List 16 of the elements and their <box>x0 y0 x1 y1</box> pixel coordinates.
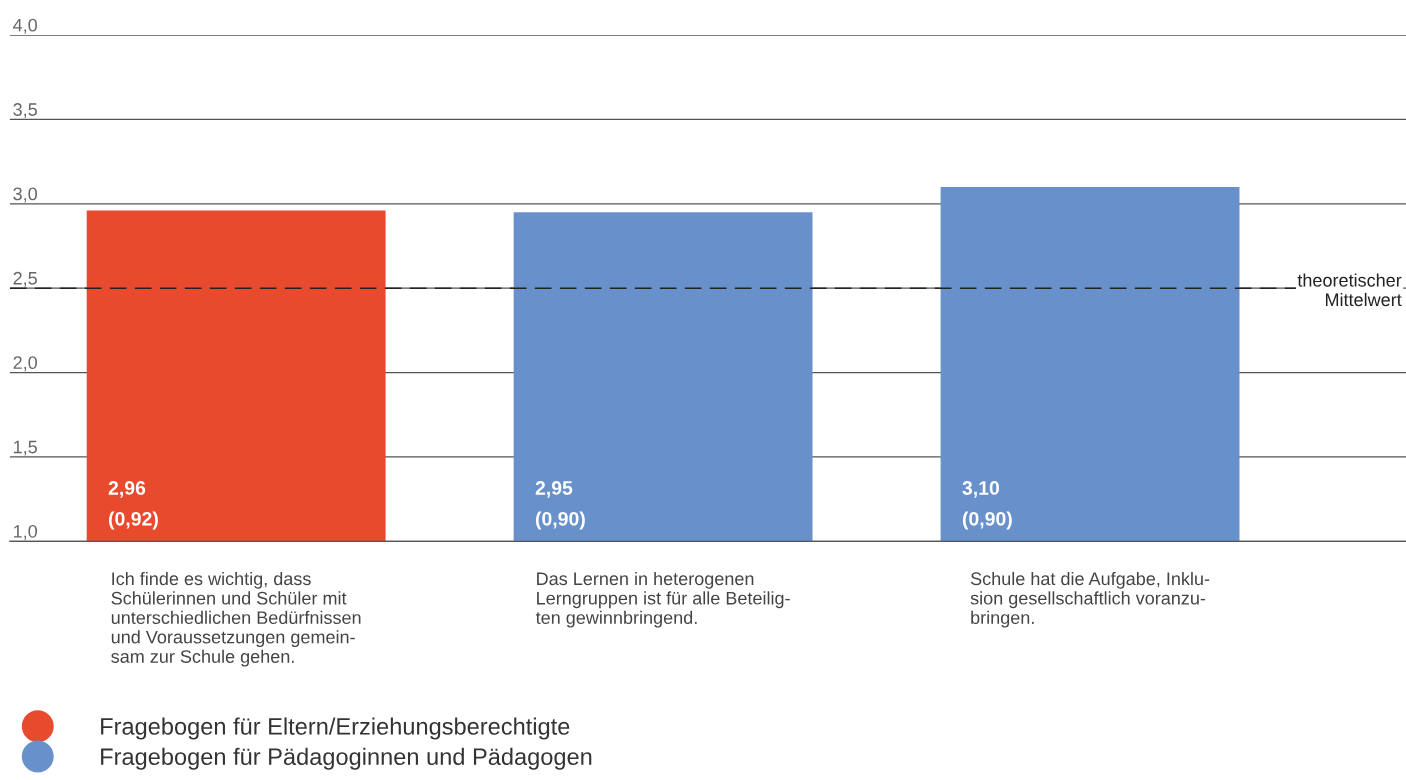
data-label: 3,10 (0,90) <box>962 481 1012 530</box>
legend-label: Fragebogen für Pädagoginnen und Pädagogen <box>101 747 592 770</box>
y-tick-label: 3,5 <box>13 103 37 119</box>
ref-line-label: theoretischer Mittelwert <box>1297 273 1402 307</box>
legend-label: Fragebogen für Eltern/Erziehungsberechtigte <box>101 717 570 740</box>
y-tick-label: 2,5 <box>13 271 37 287</box>
y-tick-label: 1,0 <box>14 524 38 540</box>
y-tick-label: 2,0 <box>13 356 38 372</box>
x-tick-label: Ich finde es wichtig, dass Schülerinnen und Schüler mit unterschiedlichen Bedürfnissen und Voraussetzungen gemein- sam zur Schule gehen. <box>111 571 361 667</box>
x-tick-label: Das Lernen in heterogenen Lerngruppen ist für alle Beteilig- ten gewinnbringend. <box>535 571 790 628</box>
y-tick-label: 1,5 <box>14 440 37 456</box>
data-label: 2,96 (0,92) <box>108 481 158 530</box>
y-tick-label: 3,0 <box>13 187 38 203</box>
x-tick-label: Schule hat die Aufgabe, Inklu- sion gesellschaftlich voranzu- bringen. <box>970 571 1210 628</box>
y-tick-label: 4,0 <box>13 18 38 34</box>
data-label: 2,95 (0,90) <box>535 481 585 530</box>
